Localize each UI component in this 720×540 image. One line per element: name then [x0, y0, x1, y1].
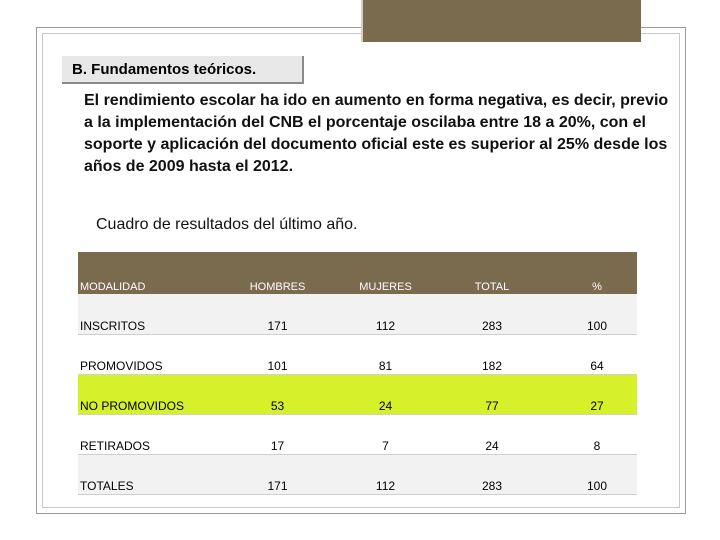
cell-total: 24: [427, 414, 557, 455]
row-label: PROMOVIDOS: [78, 334, 211, 375]
cell-percent: 100: [557, 454, 637, 495]
header-hombres: HOMBRES: [211, 252, 344, 294]
table-row: TOTALES 171 112 283 100: [78, 454, 637, 495]
table-row: RETIRADOS 17 7 24 8: [78, 414, 637, 455]
cell-total: 182: [427, 334, 557, 375]
row-label: INSCRITOS: [78, 294, 211, 335]
cell-hombres: 17: [211, 414, 344, 455]
cell-mujeres: 81: [344, 334, 427, 375]
table-row: NO PROMOVIDOS 53 24 77 27: [78, 374, 637, 415]
cell-total: 283: [427, 294, 557, 335]
body-paragraph: El rendimiento escolar ha ido en aumento…: [84, 92, 669, 175]
cell-mujeres: 112: [344, 294, 427, 335]
cell-mujeres: 24: [344, 374, 427, 415]
cell-mujeres: 7: [344, 414, 427, 455]
cell-hombres: 53: [211, 374, 344, 415]
cell-percent: 8: [557, 414, 637, 455]
section-heading: B. Fundamentos teóricos.: [62, 56, 304, 84]
row-label: TOTALES: [78, 454, 211, 495]
cell-mujeres: 112: [344, 454, 427, 495]
table-caption: Cuadro de resultados del último año.: [96, 216, 358, 233]
results-table: MODALIDAD HOMBRES MUJERES TOTAL % INSCRI…: [78, 252, 637, 495]
cell-total: 77: [427, 374, 557, 415]
table-header-row: MODALIDAD HOMBRES MUJERES TOTAL %: [78, 252, 637, 294]
row-label: NO PROMOVIDOS: [78, 374, 211, 415]
header-modalidad: MODALIDAD: [78, 252, 211, 294]
cell-percent: 64: [557, 334, 637, 375]
accent-block: [361, 0, 641, 42]
cell-percent: 27: [557, 374, 637, 415]
cell-hombres: 171: [211, 454, 344, 495]
cell-total: 283: [427, 454, 557, 495]
header-percent: %: [557, 252, 637, 294]
cell-hombres: 101: [211, 334, 344, 375]
table-row: PROMOVIDOS 101 81 182 64: [78, 334, 637, 375]
cell-percent: 100: [557, 294, 637, 335]
row-label: RETIRADOS: [78, 414, 211, 455]
cell-hombres: 171: [211, 294, 344, 335]
table-row: INSCRITOS 171 112 283 100: [78, 294, 637, 335]
header-total: TOTAL: [427, 252, 557, 294]
accent-divider: [361, 0, 641, 42]
header-mujeres: MUJERES: [344, 252, 427, 294]
